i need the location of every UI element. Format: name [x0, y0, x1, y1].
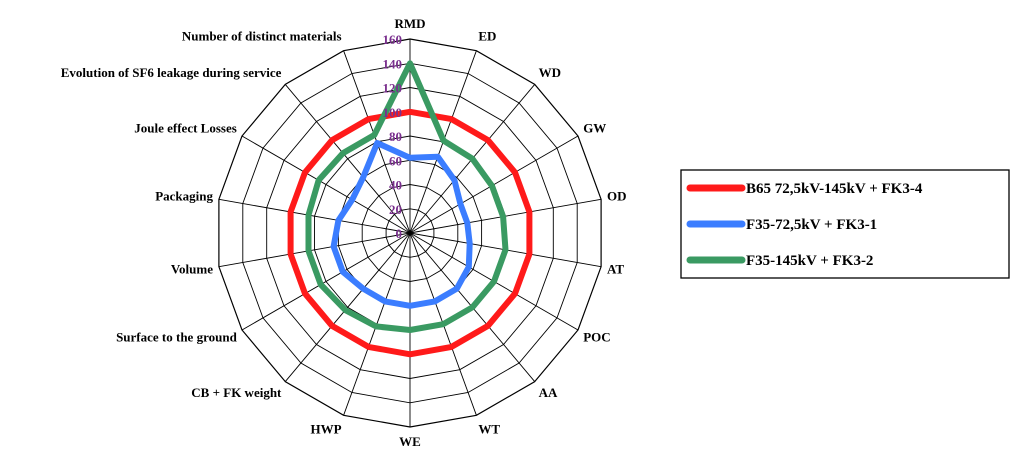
tick-label: 0: [396, 226, 403, 241]
axis-label: HWP: [311, 421, 342, 436]
axis-label: WE: [399, 434, 421, 449]
tick-label: 80: [389, 129, 402, 144]
tick-label: 60: [389, 153, 402, 168]
chart-legend: B65 72,5kV-145kV + FK3-4 F35-72,5kV + FK3…: [680, 169, 1010, 279]
radar-series: [287, 60, 533, 358]
tick-label: 120: [383, 81, 403, 96]
tick-label: 40: [389, 178, 402, 193]
tick-label: 160: [383, 32, 403, 47]
tick-label: 20: [389, 202, 402, 217]
axis-label: AT: [607, 261, 624, 276]
axis-label: Evolution of SF6 leakage during service: [61, 65, 282, 80]
grid-spoke: [241, 135, 411, 234]
axis-label: CB + FK weight: [191, 385, 282, 400]
grid-spoke: [218, 198, 411, 234]
radar-grid: [218, 38, 602, 428]
axis-label: OD: [607, 189, 627, 204]
grid-spoke: [284, 232, 411, 382]
series-line-2: [330, 140, 473, 309]
series-line-1: [287, 108, 533, 358]
grid-spoke: [284, 84, 411, 234]
tick-label: 140: [383, 56, 403, 71]
axis-label: ED: [478, 29, 496, 44]
axis-label: GW: [583, 121, 606, 136]
axis-label: WT: [478, 421, 500, 436]
grid-spoke: [241, 232, 411, 331]
radial-tick-labels: 0 20 40 60 80 100 120 140 160: [383, 32, 403, 241]
grid-spoke: [218, 232, 411, 268]
axis-label: Packaging: [155, 189, 213, 204]
axis-label: WD: [539, 65, 561, 80]
axis-label: Volume: [171, 261, 213, 276]
legend-label-3: F35-145kV + FK3-2: [746, 253, 873, 269]
axis-label: RMD: [394, 16, 425, 31]
axis-labels: RMD ED WD GW OD AT POC AA WT WE HWP CB + FK weight S…: [61, 16, 627, 449]
axis-label: POC: [583, 330, 610, 345]
tick-label: 100: [383, 105, 403, 120]
axis-label: Number of distinct materials: [182, 29, 342, 44]
legend-label-2: F35-72,5kV + FK3-1: [746, 217, 877, 233]
series-line-3: [305, 60, 509, 333]
axis-label: Surface to the ground: [116, 330, 238, 345]
axis-label: AA: [539, 385, 558, 400]
axis-label: Joule effect Losses: [134, 121, 237, 136]
legend-label-1: B65 72,5kV-145kV + FK3-4: [746, 181, 923, 197]
